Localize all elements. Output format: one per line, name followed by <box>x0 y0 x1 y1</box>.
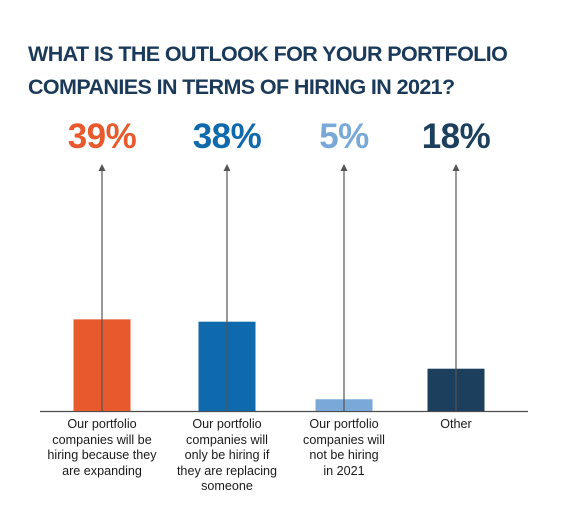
category-label-line: companies will <box>186 432 268 447</box>
value-label-3: 5% <box>319 117 369 156</box>
category-label-line: are expanding <box>62 463 142 478</box>
arrow-head-1 <box>98 164 106 171</box>
chart-title-line-2: COMPANIES IN TERMS OF HIRING IN 2021? <box>28 75 455 99</box>
category-label-line: Our portfolio <box>67 417 137 431</box>
category-label-line: companies will be <box>52 432 152 447</box>
category-label-line: hiring because they <box>47 448 157 463</box>
category-label-1: Our portfolio companies will be hiring bec… <box>39 417 165 479</box>
category-label-line: only be hiring if <box>184 448 270 463</box>
value-label-1: 39% <box>68 117 137 156</box>
category-label-line: companies will <box>303 432 385 447</box>
category-label-4: Other <box>393 417 519 433</box>
value-label-4: 18% <box>422 117 491 156</box>
category-label-line: someone <box>201 479 253 494</box>
arrow-head-2 <box>223 164 231 171</box>
chart-title-line-1: WHAT IS THE OUTLOOK FOR YOUR PORTFOLIO <box>28 42 508 66</box>
arrow-head-4 <box>452 164 460 171</box>
category-label-line: they are replacing <box>176 463 278 478</box>
category-label-line: Other <box>440 417 472 431</box>
category-label-3: Our portfolio companies will not be hiring… <box>281 417 407 479</box>
category-label-line: in 2021 <box>323 463 365 478</box>
value-label-2: 38% <box>193 117 262 156</box>
arrow-head-3 <box>340 164 348 171</box>
category-label-line: not be hiring <box>309 448 379 463</box>
category-label-line: Our portfolio <box>192 417 262 431</box>
chart-title: WHAT IS THE OUTLOOK FOR YOUR PORTFOLIO C… <box>28 38 548 104</box>
category-label-line: Our portfolio <box>309 417 379 431</box>
category-label-2: Our portfolio companies will only be hirin… <box>164 417 290 495</box>
